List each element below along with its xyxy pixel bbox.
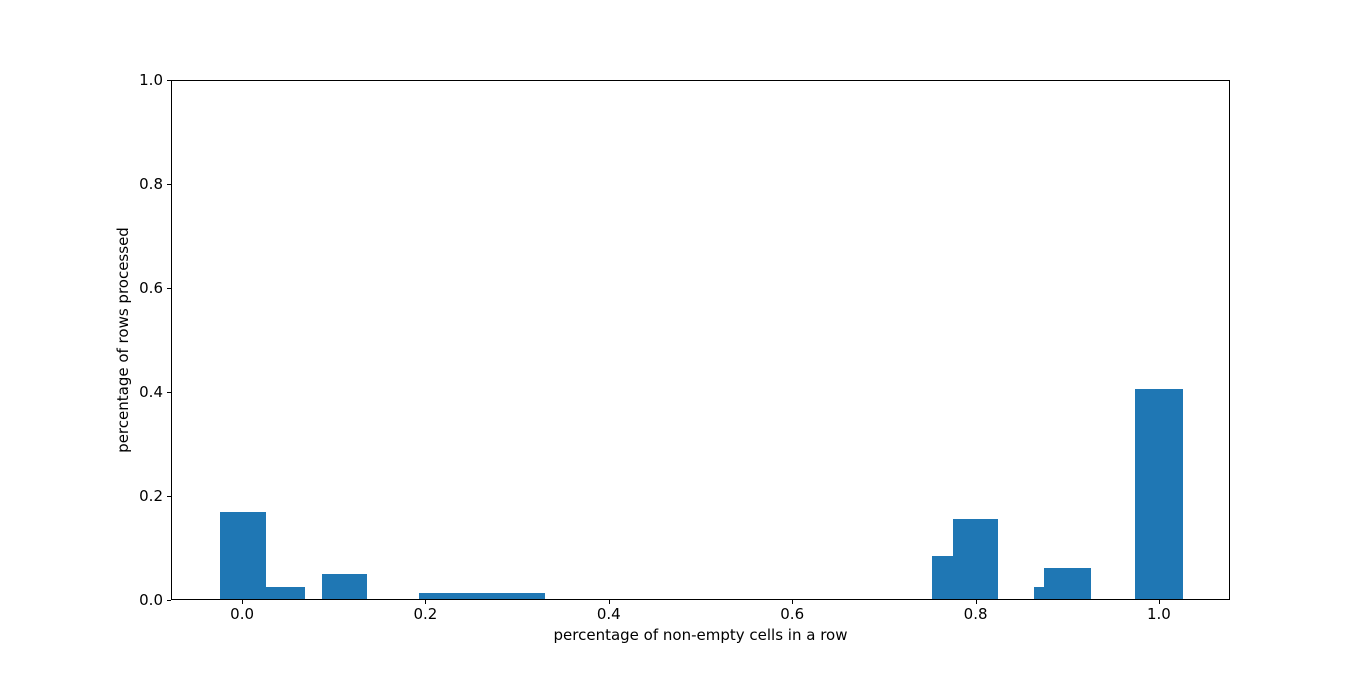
- y-tick-mark: [167, 599, 171, 601]
- x-tick-label: 0.6: [780, 605, 805, 623]
- y-tick-mark: [167, 495, 171, 497]
- x-tick-mark: [975, 599, 977, 604]
- x-tick-label: 0.2: [413, 605, 438, 623]
- y-axis-label: percentage of rows processed: [114, 227, 132, 453]
- histogram-bar: [1135, 389, 1183, 599]
- histogram-bar: [321, 574, 367, 599]
- x-tick-label: 1.0: [1146, 605, 1171, 623]
- y-tick-mark: [167, 391, 171, 393]
- x-axis-label: percentage of non-empty cells in a row: [553, 626, 848, 644]
- y-tick-label: 0.6: [139, 278, 163, 297]
- x-tick-label: 0.0: [230, 605, 255, 623]
- histogram-bar: [419, 592, 545, 599]
- y-tick-mark: [167, 287, 171, 289]
- y-tick-mark: [167, 183, 171, 185]
- x-tick-mark: [425, 599, 427, 604]
- y-tick-label: 1.0: [139, 71, 163, 89]
- histogram-bar: [952, 519, 999, 599]
- histogram-bar: [1034, 586, 1045, 599]
- x-tick-mark: [1158, 599, 1160, 604]
- y-tick-label: 0.0: [139, 590, 163, 609]
- y-tick-label: 0.8: [139, 174, 163, 193]
- plot-area: [171, 80, 1230, 600]
- histogram-bar: [220, 512, 266, 599]
- x-tick-mark: [792, 599, 794, 604]
- y-tick-label: 0.2: [139, 486, 163, 505]
- histogram-bar: [931, 555, 953, 599]
- histogram-bar: [266, 587, 305, 599]
- y-tick-label: 0.4: [139, 382, 163, 401]
- x-tick-label: 0.4: [596, 605, 621, 623]
- y-tick-mark: [167, 80, 171, 81]
- x-tick-mark: [242, 599, 244, 604]
- histogram-bar: [1044, 568, 1092, 599]
- x-tick-label: 0.8: [963, 605, 988, 623]
- x-tick-mark: [608, 599, 610, 604]
